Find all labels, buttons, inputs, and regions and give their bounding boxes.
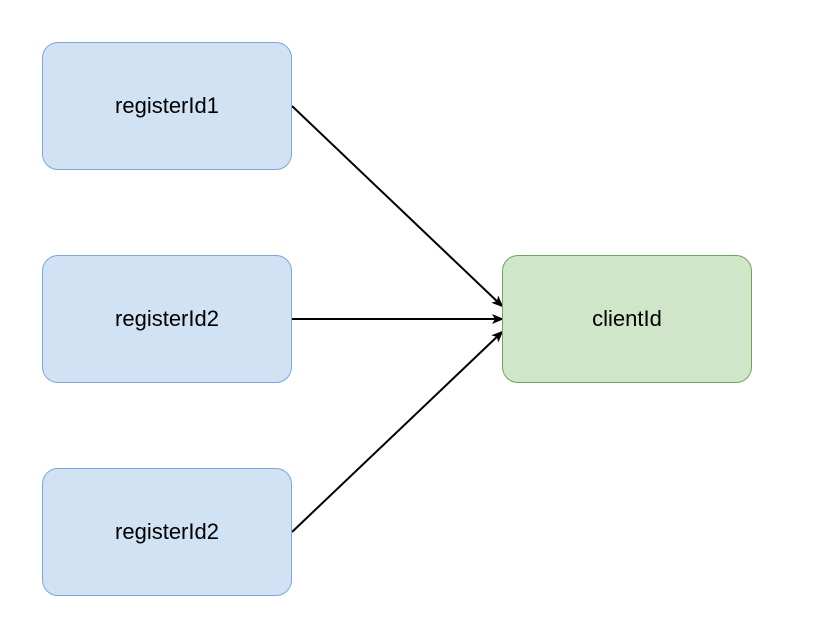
node-label-registerId1: registerId1: [115, 93, 219, 119]
edge-registerId1-to-clientId: [292, 106, 502, 306]
diagram-canvas: registerId1 registerId2 registerId2 clie…: [0, 0, 834, 636]
node-registerId2: registerId2: [42, 255, 292, 383]
node-clientId: clientId: [502, 255, 752, 383]
node-registerId1: registerId1: [42, 42, 292, 170]
node-registerId3: registerId2: [42, 468, 292, 596]
edge-registerId3-to-clientId: [292, 332, 502, 532]
node-label-clientId: clientId: [592, 306, 662, 332]
node-label-registerId3: registerId2: [115, 519, 219, 545]
node-label-registerId2: registerId2: [115, 306, 219, 332]
